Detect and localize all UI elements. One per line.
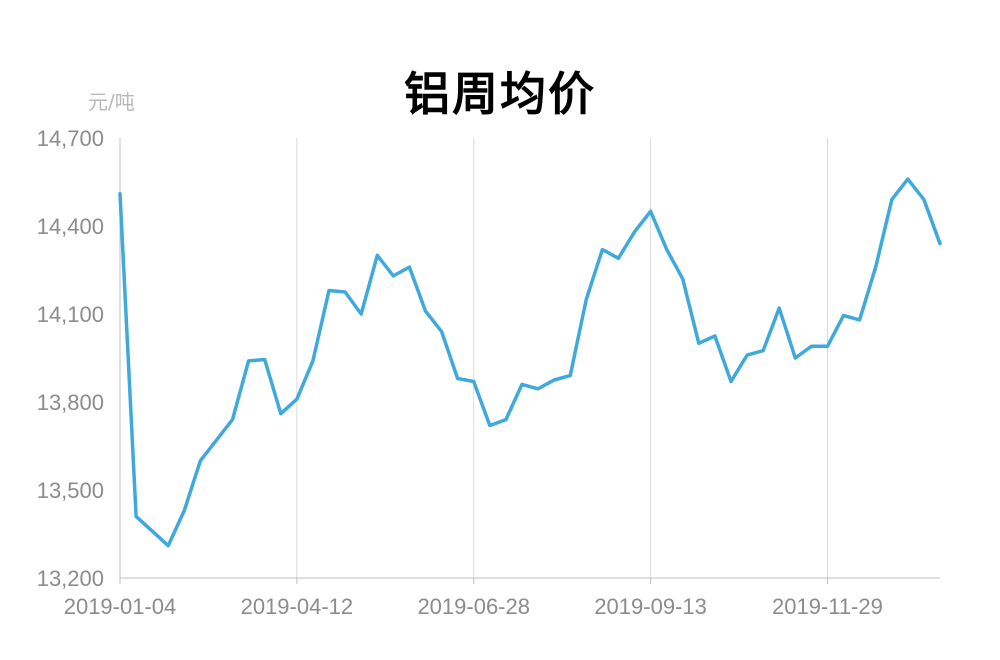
x-tick-label: 2019-04-12 <box>241 594 354 619</box>
y-tick-label: 14,700 <box>37 126 104 151</box>
y-axis-unit-label: 元/吨 <box>88 90 135 114</box>
x-tick-label: 2019-06-28 <box>417 594 530 619</box>
y-tick-label: 14,400 <box>37 214 104 239</box>
chart-title: 铝周均价 <box>404 67 596 121</box>
y-tick-label: 13,200 <box>37 566 104 591</box>
x-tick-label: 2019-01-04 <box>64 594 177 619</box>
y-tick-label: 13,800 <box>37 390 104 415</box>
y-tick-label: 13,500 <box>37 478 104 503</box>
x-tick-label: 2019-09-13 <box>594 594 707 619</box>
x-tick-label: 2019-11-29 <box>772 594 883 619</box>
y-tick-label: 14,100 <box>37 302 104 327</box>
price-series-line <box>118 177 942 548</box>
